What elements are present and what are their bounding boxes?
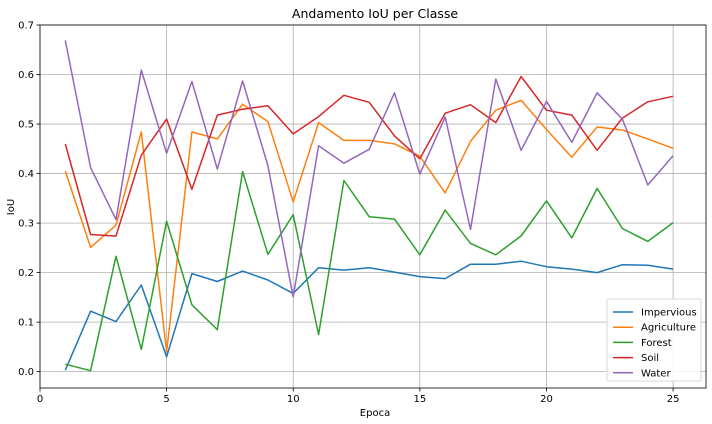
x-tick-label: 10 <box>287 394 300 405</box>
y-tick-label: 0.4 <box>18 169 34 180</box>
legend: Impervious Agriculture Forest Soil Water <box>606 298 702 382</box>
series-lines <box>64 40 674 372</box>
series-line-impervious <box>64 260 674 371</box>
x-tick-label: 0 <box>37 394 43 405</box>
y-tick-label: 0.1 <box>18 318 34 329</box>
x-axis-label: Epoca <box>360 408 390 419</box>
y-tick-label: 0.7 <box>18 21 34 32</box>
series-line-agriculture <box>64 99 674 353</box>
y-tick-label: 0.5 <box>18 120 34 131</box>
x-tick-label: 15 <box>413 394 426 405</box>
series-line-soil <box>64 75 674 237</box>
x-tick-label: 20 <box>540 394 553 405</box>
legend-box <box>606 298 702 382</box>
y-tick-label: 0.3 <box>18 219 34 230</box>
legend-label-impervious: Impervious <box>641 308 697 319</box>
chart-title: Andamento IoU per Classe <box>292 6 458 21</box>
x-tick-label: 5 <box>163 394 169 405</box>
y-axis-label: IoU <box>6 199 17 215</box>
series-line-forest <box>65 170 674 372</box>
legend-label-agriculture: Agriculture <box>641 323 696 334</box>
y-tick-label: 0.2 <box>18 268 34 279</box>
series-line-water <box>64 40 674 298</box>
axis-ticks: 0 5 10 15 20 25 0.0 0.1 0.2 0.3 0.4 0.5 0.6 0.7 <box>18 21 679 406</box>
legend-label-forest: Forest <box>641 338 672 349</box>
x-tick-label: 25 <box>667 394 680 405</box>
legend-label-water: Water <box>641 368 671 379</box>
plot-frame <box>39 24 707 389</box>
y-tick-label: 0.0 <box>18 367 34 378</box>
y-tick-label: 0.6 <box>18 70 34 81</box>
legend-label-soil: Soil <box>641 353 659 364</box>
